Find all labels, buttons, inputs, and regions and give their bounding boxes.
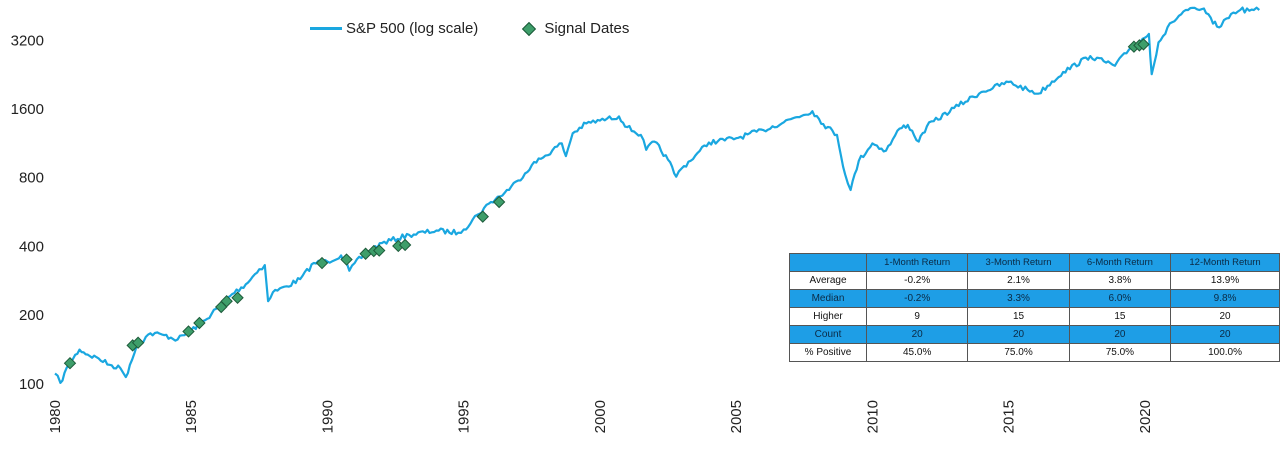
table-row: Count 20 20 20 20 xyxy=(789,325,1280,344)
table-cell: 3.8% xyxy=(1068,271,1172,290)
table-cell: 9 xyxy=(865,307,969,326)
table-row: Median -0.2% 3.3% 6.0% 9.8% xyxy=(789,289,1280,308)
signal-date-marker xyxy=(492,195,506,209)
signal-date-marker xyxy=(131,336,145,349)
table-cell: -0.2% xyxy=(865,289,969,308)
signal-date-marker xyxy=(476,210,489,223)
table-row-label: Count xyxy=(789,325,867,344)
table-cell: 6.0% xyxy=(1068,289,1172,308)
y-tick-label: 1600 xyxy=(11,101,44,118)
table-row-label: Median xyxy=(789,289,867,308)
table-row-label: % Positive xyxy=(789,343,867,362)
table-cell: 15 xyxy=(1068,307,1172,326)
x-tick-label: 2020 xyxy=(1137,400,1154,433)
table-cell: 20 xyxy=(1068,325,1172,344)
y-tick-label: 400 xyxy=(19,238,44,255)
table-cell: 20 xyxy=(1170,307,1280,326)
table-row: Higher 9 15 15 20 xyxy=(789,307,1280,326)
signal-date-marker xyxy=(63,356,77,370)
signal-date-marker xyxy=(220,294,233,308)
y-tick-label: 800 xyxy=(19,170,44,187)
legend-label-sp500: S&P 500 (log scale) xyxy=(346,20,479,37)
x-tick-label: 2000 xyxy=(592,400,609,433)
y-tick-label: 100 xyxy=(19,376,44,393)
x-tick-label: 1985 xyxy=(183,400,200,433)
signal-date-marker xyxy=(1137,38,1150,51)
x-tick-label: 2005 xyxy=(728,400,745,433)
signal-date-marker xyxy=(315,256,329,270)
table-cell: 20 xyxy=(967,325,1070,344)
table-header-cell xyxy=(789,253,867,272)
y-tick-label: 3200 xyxy=(11,32,44,49)
table-header-cell: 1-Month Return xyxy=(865,253,969,272)
table-cell: 20 xyxy=(865,325,969,344)
signal-date-marker xyxy=(373,244,386,257)
signal-date-marker xyxy=(398,238,412,252)
table-header-cell: 3-Month Return xyxy=(967,253,1070,272)
table-cell: 45.0% xyxy=(865,343,969,362)
table-cell: 75.0% xyxy=(967,343,1070,362)
legend-label-signal-dates: Signal Dates xyxy=(544,20,630,37)
table-row: % Positive 45.0% 75.0% 75.0% 100.0% xyxy=(789,343,1280,362)
table-cell: 2.1% xyxy=(967,271,1070,290)
table-cell: 9.8% xyxy=(1170,289,1280,308)
table-row: Average -0.2% 2.1% 3.8% 13.9% xyxy=(789,271,1280,290)
signal-date-marker xyxy=(231,291,244,304)
table-cell: 15 xyxy=(967,307,1070,326)
y-tick-label: 200 xyxy=(19,307,44,324)
returns-stats-table: 1-Month Return 3-Month Return 6-Month Re… xyxy=(789,253,1280,362)
legend-item-signal-dates: Signal Dates xyxy=(522,20,630,37)
line-swatch-icon xyxy=(310,27,342,30)
x-tick-label: 2010 xyxy=(864,400,881,433)
table-row-label: Average xyxy=(789,271,867,290)
table-cell: 3.3% xyxy=(967,289,1070,308)
table-header-row: 1-Month Return 3-Month Return 6-Month Re… xyxy=(789,253,1280,272)
signal-date-marker xyxy=(340,253,353,266)
table-header-cell: 6-Month Return xyxy=(1068,253,1172,272)
table-cell: 13.9% xyxy=(1170,271,1280,290)
x-tick-label: 1995 xyxy=(456,400,473,433)
legend-item-sp500: S&P 500 (log scale) xyxy=(310,20,478,37)
legend: S&P 500 (log scale) Signal Dates xyxy=(310,20,675,37)
x-tick-label: 1980 xyxy=(47,400,64,433)
diamond-marker-icon xyxy=(522,21,537,36)
x-tick-label: 1990 xyxy=(319,400,336,433)
x-tick-label: 2015 xyxy=(1001,400,1018,433)
sp500-series-line xyxy=(54,6,1261,384)
table-row-label: Higher xyxy=(789,307,867,326)
table-cell: 100.0% xyxy=(1170,343,1280,362)
signal-date-marker xyxy=(193,316,206,330)
table-header-cell: 12-Month Return xyxy=(1170,253,1280,272)
table-cell: 20 xyxy=(1170,325,1280,344)
table-cell: 75.0% xyxy=(1068,343,1172,362)
table-cell: -0.2% xyxy=(865,271,969,290)
signal-date-marker xyxy=(182,325,195,338)
